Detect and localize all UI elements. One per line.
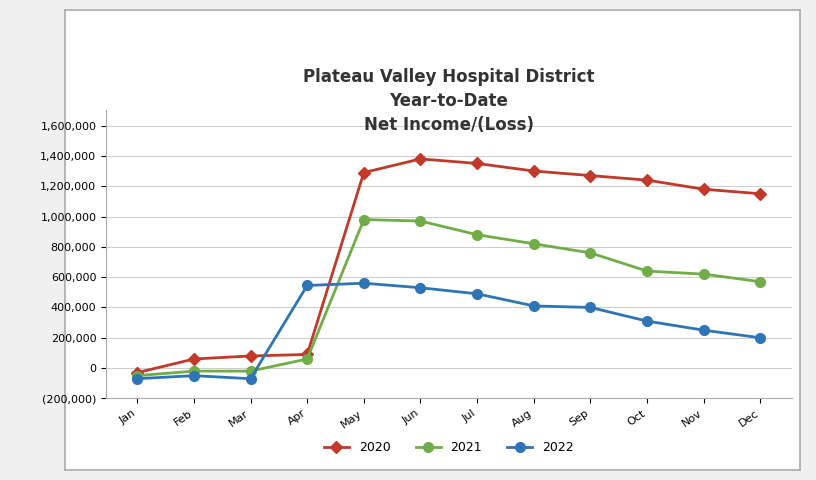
- 2022: [359, 280, 369, 286]
- 2022: [586, 305, 596, 311]
- 2021: [472, 232, 482, 238]
- 2020: [302, 351, 312, 357]
- 2022: [472, 291, 482, 297]
- 2020: [698, 186, 708, 192]
- Legend: 2020, 2021, 2022: 2020, 2021, 2022: [319, 436, 579, 459]
- Text: Year-to-Date: Year-to-Date: [389, 92, 508, 110]
- 2022: [302, 283, 312, 288]
- 2022: [189, 373, 199, 379]
- 2020: [642, 177, 652, 183]
- 2021: [132, 373, 142, 379]
- 2020: [132, 370, 142, 375]
- Line: 2021: 2021: [132, 215, 765, 381]
- 2022: [246, 376, 255, 382]
- 2022: [132, 376, 142, 382]
- 2020: [586, 173, 596, 179]
- 2021: [359, 216, 369, 222]
- 2021: [642, 268, 652, 274]
- 2020: [189, 356, 199, 362]
- 2022: [642, 318, 652, 324]
- 2021: [302, 356, 312, 362]
- 2022: [415, 285, 425, 290]
- 2021: [189, 368, 199, 374]
- 2021: [698, 271, 708, 277]
- 2020: [529, 168, 539, 174]
- 2022: [756, 335, 765, 341]
- 2021: [529, 241, 539, 247]
- Text: Plateau Valley Hospital District: Plateau Valley Hospital District: [303, 69, 595, 86]
- 2020: [246, 353, 255, 359]
- Line: 2022: 2022: [132, 278, 765, 384]
- 2020: [415, 156, 425, 162]
- 2021: [586, 250, 596, 256]
- 2020: [359, 169, 369, 175]
- 2022: [529, 303, 539, 309]
- 2022: [698, 327, 708, 333]
- Line: 2020: 2020: [133, 155, 765, 377]
- 2020: [756, 191, 765, 197]
- 2021: [756, 279, 765, 285]
- 2020: [472, 161, 482, 167]
- 2021: [415, 218, 425, 224]
- Text: Net Income/(Loss): Net Income/(Loss): [364, 117, 534, 134]
- 2021: [246, 368, 255, 374]
